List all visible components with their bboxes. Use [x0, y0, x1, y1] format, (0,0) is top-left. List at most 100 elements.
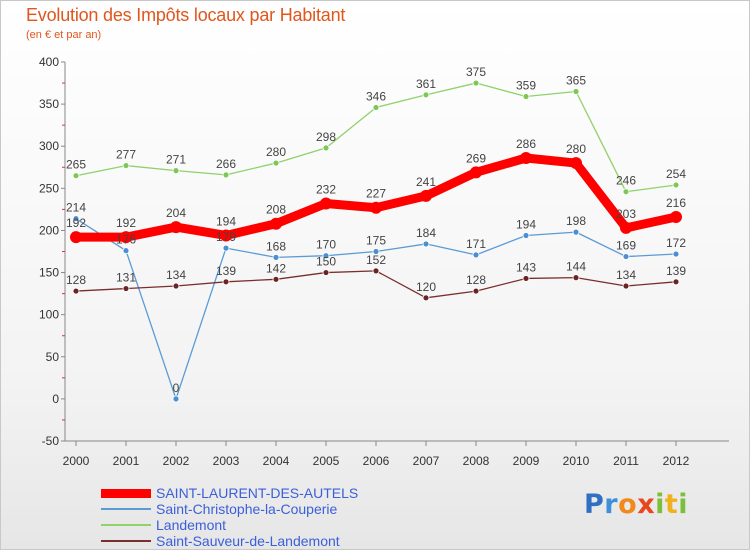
data-label: 346: [366, 89, 386, 103]
data-label: 170: [316, 238, 336, 252]
data-label: 192: [66, 216, 86, 230]
data-point: [272, 275, 280, 283]
data-label: 134: [616, 268, 636, 282]
data-label: 208: [266, 203, 286, 217]
data-point: [220, 229, 232, 242]
data-point: [122, 162, 130, 169]
data-point: [420, 189, 432, 202]
data-label: 227: [366, 187, 386, 201]
data-point: [272, 159, 280, 167]
data-label: 241: [416, 175, 436, 189]
data-label: 361: [416, 77, 436, 91]
data-label: 204: [166, 206, 186, 220]
data-point: [72, 172, 80, 180]
legend-item-saint-christophe: Saint-Christophe-la-Couperie: [101, 501, 358, 517]
data-label: 194: [516, 217, 536, 231]
data-label: 269: [466, 151, 486, 165]
data-point: [520, 152, 532, 165]
y-tick-label: 0: [52, 392, 59, 406]
y-tick-label: -50: [42, 434, 60, 448]
data-point: [672, 250, 680, 258]
data-label: 128: [466, 273, 486, 287]
legend-label-landemont: Landemont: [156, 517, 227, 533]
legend-swatch-saint-christophe: [101, 508, 151, 510]
data-point: [322, 144, 330, 152]
data-label: 254: [666, 167, 686, 181]
x-tick-label: 2010: [563, 454, 590, 468]
data-point: [122, 285, 130, 292]
data-label: 280: [566, 142, 586, 156]
y-tick-label: 250: [39, 181, 59, 195]
chart-title: Evolution des Impôts locaux par Habitant: [26, 5, 346, 25]
data-point: [122, 247, 130, 255]
legend-item-landemont: Landemont: [101, 517, 358, 533]
data-label: 375: [466, 65, 486, 79]
data-point: [620, 221, 632, 234]
legend-swatch-saint-sauveur: [101, 540, 151, 542]
y-tick-label: 200: [39, 223, 59, 237]
data-point: [422, 91, 430, 99]
proxiti-logo: Proxiti: [584, 489, 689, 520]
data-label: 232: [316, 182, 336, 196]
legend-swatch-saint-laurent: [101, 488, 151, 498]
x-tick-label: 2011: [613, 454, 639, 468]
data-label: 280: [266, 145, 286, 159]
data-label: 246: [616, 174, 636, 188]
data-label: 142: [266, 261, 286, 275]
data-point: [272, 253, 280, 261]
data-point: [172, 282, 180, 290]
x-tick-label: 2003: [213, 454, 240, 468]
data-label: 128: [66, 273, 86, 287]
data-point: [672, 278, 680, 286]
data-label: 175: [366, 234, 386, 248]
data-label: 0: [173, 381, 180, 395]
data-label: 171: [466, 237, 486, 251]
data-point: [470, 166, 482, 179]
data-point: [570, 157, 582, 170]
legend-label-saint-sauveur: Saint-Sauveur-de-Landemont: [156, 533, 340, 549]
data-label: 172: [666, 236, 686, 250]
data-point: [72, 215, 80, 223]
x-tick-label: 2009: [513, 454, 540, 468]
data-point: [372, 248, 380, 255]
data-label: 169: [616, 239, 636, 253]
chart-subtitle: (en € et par an): [26, 29, 102, 41]
data-point: [572, 274, 580, 282]
data-point: [572, 228, 580, 236]
data-point: [170, 221, 182, 234]
legend-label-saint-laurent: SAINT-LAURENT-DES-AUTELS: [156, 485, 359, 501]
data-point: [222, 244, 230, 252]
data-label: 286: [516, 137, 536, 151]
data-label: 143: [516, 260, 536, 274]
data-label: 265: [66, 158, 86, 172]
data-label: 131: [116, 271, 136, 285]
data-label: 168: [266, 239, 286, 253]
data-point: [422, 240, 430, 248]
data-point: [472, 287, 480, 295]
chart-legend: SAINT-LAURENT-DES-AUTELS Saint-Christoph…: [101, 485, 358, 549]
data-label: 198: [566, 214, 586, 228]
x-tick-label: 2001: [113, 454, 140, 468]
x-tick-label: 2005: [313, 454, 340, 468]
data-label: 365: [566, 73, 586, 87]
data-label: 214: [66, 201, 86, 215]
x-tick-label: 2012: [663, 454, 690, 468]
data-point: [270, 217, 282, 230]
data-label: 298: [316, 130, 336, 144]
y-tick-label: 150: [39, 266, 59, 280]
data-label: 176: [116, 233, 136, 247]
y-tick-label: 100: [39, 308, 59, 322]
data-point: [472, 251, 480, 259]
data-label: 139: [666, 264, 686, 278]
data-point: [422, 294, 430, 302]
legend-swatch-landemont: [101, 524, 151, 526]
data-point: [670, 210, 682, 223]
legend-label-saint-christophe: Saint-Christophe-la-Couperie: [156, 501, 338, 517]
data-point: [222, 278, 230, 286]
data-point: [322, 252, 330, 260]
data-point: [370, 201, 382, 214]
data-label: 150: [316, 255, 336, 269]
data-point: [322, 269, 330, 276]
